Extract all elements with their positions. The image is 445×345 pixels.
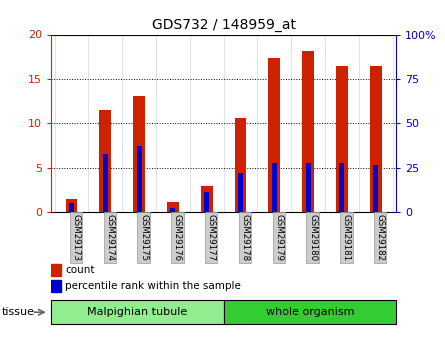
Bar [340, 163, 344, 212]
Bar [336, 66, 348, 212]
Bar [370, 66, 382, 212]
Bar [51, 280, 61, 292]
Bar [167, 203, 179, 212]
Bar [69, 203, 74, 212]
Text: GSM29174: GSM29174 [105, 214, 114, 261]
Bar [65, 199, 77, 212]
Text: GSM29176: GSM29176 [173, 214, 182, 261]
Bar [272, 163, 277, 212]
Bar [137, 146, 142, 212]
Text: GSM29178: GSM29178 [240, 214, 250, 261]
Bar [268, 58, 280, 212]
Text: tissue: tissue [2, 307, 35, 317]
Text: GSM29175: GSM29175 [139, 214, 148, 261]
Text: GSM29177: GSM29177 [207, 214, 216, 261]
Bar [306, 163, 311, 212]
Text: GSM29181: GSM29181 [342, 214, 351, 261]
Text: GSM29179: GSM29179 [274, 214, 283, 261]
Text: GSM29182: GSM29182 [376, 214, 385, 261]
Bar [201, 186, 213, 212]
Bar [99, 110, 111, 212]
Title: GDS732 / 148959_at: GDS732 / 148959_at [152, 18, 295, 32]
Bar [235, 118, 247, 212]
Bar [224, 300, 396, 324]
Bar [170, 208, 175, 212]
Text: whole organism: whole organism [266, 307, 354, 317]
Bar [133, 96, 145, 212]
Text: count: count [65, 265, 94, 275]
Text: percentile rank within the sample: percentile rank within the sample [65, 282, 241, 291]
Bar [51, 300, 224, 324]
Bar [238, 173, 243, 212]
Bar [373, 165, 378, 212]
Bar [51, 264, 61, 276]
Bar [204, 192, 209, 212]
Bar [302, 51, 314, 212]
Text: GSM29180: GSM29180 [308, 214, 317, 261]
Text: GSM29173: GSM29173 [72, 214, 81, 261]
Bar [103, 155, 108, 212]
Text: Malpighian tubule: Malpighian tubule [87, 307, 187, 317]
